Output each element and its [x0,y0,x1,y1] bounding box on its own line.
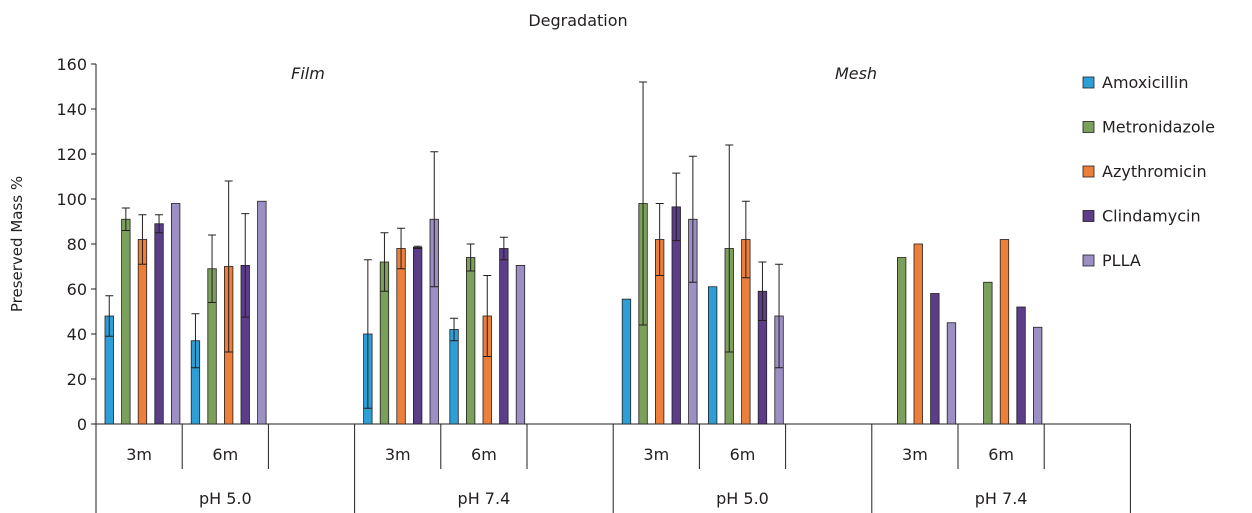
bar-plla [170,203,181,425]
x-time-label: 3m [126,445,152,464]
panel-label-film: Film [291,64,325,83]
x-time-label: 6m [988,445,1014,464]
bar-metronidazole [465,257,476,425]
legend-swatch-metronidazole [1082,121,1095,133]
y-tick-label: 100 [56,190,87,209]
y-tick-label: 0 [77,415,87,434]
bar-clindamycin [499,248,509,425]
bar-metronidazole [897,257,907,425]
y-tick-label: 140 [56,100,87,119]
y-tick-label: 160 [56,55,87,74]
x-time-label: 3m [643,445,669,464]
x-time-label: 3m [902,445,928,464]
x-ph-label: pH 5.0 [199,489,252,508]
bars-layer [104,81,1043,425]
bar-azythromicin [137,239,148,425]
y-tick-label: 20 [67,370,87,389]
y-tick-label: 40 [67,325,87,344]
bar-clindamycin [930,293,940,425]
bar-plla [946,322,957,425]
legend-swatch-clindamycin [1082,210,1095,222]
x-time-label: 3m [385,445,411,464]
legend-swatch-azythromicin [1082,165,1095,178]
y-tick-label: 80 [67,235,87,254]
chart-title: Degradation [528,11,627,30]
bar-amoxicillin [708,286,718,425]
bar-azythromicin [913,243,923,425]
x-time-label: 6m [730,445,756,464]
x-ph-label: pH 7.4 [458,489,511,508]
bar-plla [1033,326,1043,425]
legend: Amoxicillin Metronidazole Azythromicin Clin… [1082,73,1215,270]
x-time-label: 6m [212,445,238,464]
bar-clindamycin [412,246,423,425]
panel-label-mesh: Mesh [835,64,877,83]
legend-swatch-amoxicillin [1082,76,1095,89]
x-ph-label: pH 7.4 [975,489,1028,508]
y-tick-label: 120 [56,145,87,164]
x-time-label: 6m [471,445,497,464]
legend-swatch-plla [1082,254,1095,267]
legend-label: Azythromicin [1102,162,1207,181]
bar-azythromicin [999,239,1010,425]
legend-label: Metronidazole [1102,118,1215,137]
bar-metronidazole [983,281,993,425]
x-axis: 3m 6m pH 5.0 3m 6m pH 7.4 3m 6m pH 5.0 3m 6m pH 7.4 [95,423,1131,513]
legend-label: Amoxicillin [1102,73,1188,92]
y-axis-label: Preserved Mass % [8,176,26,312]
legend-label: PLLA [1102,251,1141,270]
bar-clindamycin [1016,306,1026,425]
x-ph-label: pH 5.0 [716,489,769,508]
bar-plla [515,264,526,425]
y-axis: 0 20 40 60 80 100 120 140 160 [56,55,97,434]
bar-amoxicillin [449,329,459,425]
bar-azythromicin [396,248,406,425]
y-tick-label: 60 [67,280,87,299]
bar-plla [257,200,267,425]
bar-clindamycin [154,223,164,425]
legend-label: Clindamycin [1102,207,1201,226]
bar-metronidazole [121,218,131,425]
bar-amoxicillin [621,298,632,425]
